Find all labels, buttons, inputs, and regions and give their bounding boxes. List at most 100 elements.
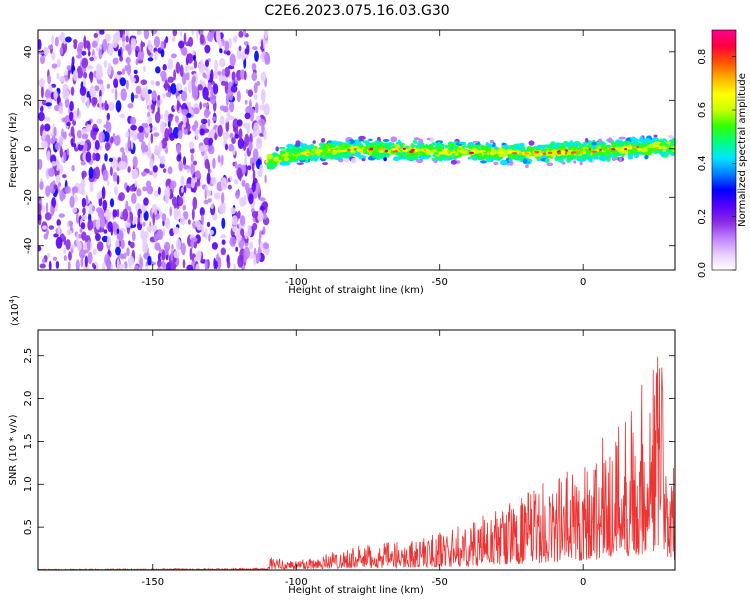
spectrogram-noise-blob <box>154 144 160 155</box>
spectrogram-peak-blob <box>326 150 330 153</box>
spectrogram-noise-blob <box>107 62 112 76</box>
spectrogram-heatmap <box>38 30 675 270</box>
snr-frame <box>37 329 676 571</box>
spectrogram-noise-blob <box>118 192 125 202</box>
spectrogram-noise-blob <box>257 209 263 220</box>
spectrogram-noise-blob <box>185 183 192 189</box>
spectrogram-signal-blob <box>493 153 500 157</box>
spectrogram-signal-blob <box>420 155 427 159</box>
spectrogram-noise-blob <box>81 133 89 140</box>
spectrogram-noise-blob <box>188 36 194 47</box>
spectrogram-noise-blob <box>243 70 247 81</box>
spectrogram-noise-blob <box>63 247 67 254</box>
spectrogram-noise-blob <box>104 153 108 162</box>
spectrogram-peak-blob <box>469 151 474 155</box>
spectrogram-noise-blob <box>135 85 142 95</box>
spectrogram-signal-blob <box>324 151 332 155</box>
spectrogram-noise-blob <box>126 63 132 76</box>
spectrogram-peak-blob <box>626 146 629 150</box>
spectrogram-signal-blob <box>618 157 623 163</box>
spectrogram-noise-blob <box>263 129 267 141</box>
spectrogram-signal-blob <box>283 159 291 166</box>
spectrogram-noise-blob <box>226 260 231 269</box>
spectrogram-noise-blob <box>263 209 266 216</box>
spectrogram-noise-blob <box>169 206 172 217</box>
spectrogram-noise-blob <box>64 97 70 108</box>
spectrogram-noise-blob <box>130 77 136 83</box>
spectrogram-noise-blob <box>218 203 225 214</box>
spectrogram-signal-blob <box>628 150 635 154</box>
spectrogram-noise-blob <box>188 141 194 150</box>
spectrogram-noise-blob <box>182 259 186 269</box>
spectrogram-noise-blob <box>198 251 202 257</box>
spectrogram-noise-blob <box>111 221 118 232</box>
spectrogram-noise-blob <box>241 164 247 174</box>
spectrogram-peak-blob <box>637 148 641 151</box>
spectrogram-noise-blob <box>69 100 74 112</box>
spectrogram-noise-blob <box>40 55 45 64</box>
spectrogram-noise-blob <box>120 161 127 170</box>
spectrogram-noise-blob <box>218 41 223 48</box>
spectrogram-signal-blob <box>454 152 459 156</box>
spectrogram-noise-blob <box>164 109 170 123</box>
spectrogram-signal-blob <box>458 141 466 145</box>
spectrogram-noise-blob <box>209 93 217 105</box>
spectrogram-noise-blob <box>99 30 105 35</box>
spectrogram-noise-blob <box>105 121 112 133</box>
spectrogram-noise-blob <box>213 257 217 270</box>
spectrogram-signal-blob <box>395 151 402 156</box>
spectrogram-signal-blob <box>606 155 611 162</box>
spectrogram-noise-blob <box>251 72 258 82</box>
spectrogram-noise-blob <box>51 161 57 167</box>
spectrogram-signal-blob <box>375 142 380 146</box>
y-tick-label: 1.0 <box>23 476 34 492</box>
spectrogram-noise-blob <box>120 88 127 101</box>
spectrogram-noise-blob <box>152 212 155 226</box>
spectrogram-signal-blob <box>587 144 592 147</box>
spectrogram-noise-blob <box>247 224 252 237</box>
spectrogram-signal-blob <box>508 153 515 159</box>
spectrogram-noise-blob <box>167 58 174 70</box>
spectrogram-noise-blob <box>194 220 201 228</box>
spectrogram-signal-blob <box>279 146 286 150</box>
spectrogram-noise-blob <box>157 259 162 268</box>
spectrogram-noise-blob <box>54 142 61 151</box>
spectrogram-peak-blob <box>382 147 386 151</box>
spectrogram-noise-blob <box>233 263 236 270</box>
spectrogram-noise-blob <box>173 207 179 220</box>
spectrogram-noise-blob <box>130 116 137 126</box>
spectrogram-noise-blob <box>144 123 149 128</box>
spectrogram-signal-blob <box>372 145 380 151</box>
spectrogram-noise-blob <box>79 248 86 259</box>
spectrogram-noise-blob <box>203 137 211 146</box>
spectrogram-noise-blob <box>116 71 123 75</box>
spectrogram-noise-blob <box>93 32 99 39</box>
spectrogram-noise-blob <box>181 91 187 102</box>
spectrogram-signal-blob <box>331 152 337 155</box>
spectrogram-noise-blob <box>243 152 248 158</box>
spectrogram-noise-blob <box>252 222 258 231</box>
spectrogram-noise-blob <box>183 128 189 135</box>
spectrogram-peak-blob <box>525 152 530 155</box>
spectrogram-noise-blob <box>114 88 118 101</box>
spectrogram-signal-blob <box>600 142 607 146</box>
spectrogram-noise-blob <box>244 232 248 240</box>
spectrogram-signal-blob <box>407 152 411 157</box>
spectrogram-noise-blob <box>231 215 238 226</box>
spectrogram-noise-blob <box>193 160 197 166</box>
spectrogram-noise-blob <box>204 228 208 240</box>
spectrogram-noise-blob <box>84 255 88 268</box>
spectrogram-noise-blob <box>217 71 222 76</box>
spectrogram-noise-blob <box>220 177 228 191</box>
spectrogram-noise-blob <box>169 263 177 270</box>
spectrogram-noise-blob <box>157 105 160 115</box>
spectrogram-noise-blob <box>150 224 158 233</box>
spectrogram-noise-blob <box>259 230 262 240</box>
spectrogram-noise-blob <box>147 116 153 124</box>
spectrogram-noise-blob <box>243 30 246 37</box>
spectrogram-noise-blob <box>62 193 66 200</box>
spectrogram-peak-blob <box>624 147 627 151</box>
spectrogram-noise-blob <box>122 41 126 52</box>
spectrogram-noise-blob <box>179 31 182 37</box>
